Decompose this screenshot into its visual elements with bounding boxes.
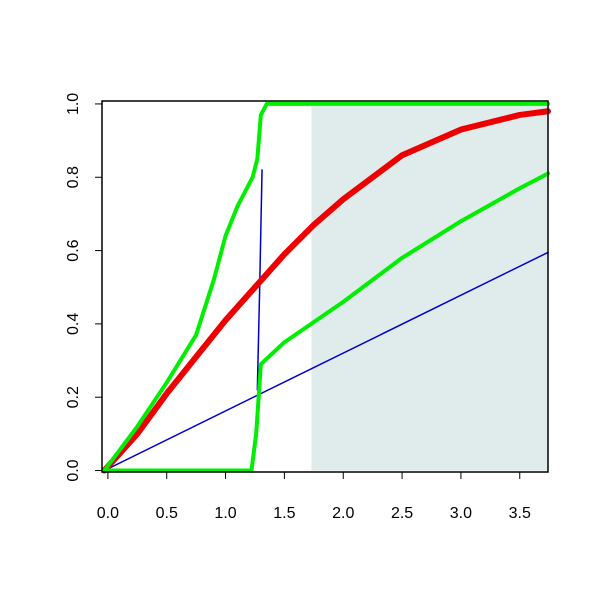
series-line: [101, 108, 551, 474]
x-tick-label: 3.0: [450, 505, 472, 522]
x-tick-label: 0.5: [156, 505, 178, 522]
series-line: [256, 169, 263, 391]
y-tick-label: 0.6: [65, 239, 82, 261]
y-tick-label: 1.0: [65, 93, 82, 115]
x-tick-label: 1.0: [214, 505, 236, 522]
series-line: [102, 101, 550, 473]
y-tick-label: 0.2: [65, 386, 82, 408]
y-tick-label: 0.4: [65, 313, 82, 335]
x-tick-label: 3.5: [509, 505, 531, 522]
shaded-region: [311, 103, 548, 471]
y-tick-label: 0.0: [65, 459, 82, 481]
x-tick-label: 1.5: [273, 505, 295, 522]
x-tick-label: 0.0: [97, 505, 119, 522]
y-tick-label: 0.8: [65, 166, 82, 188]
x-tick-label: 2.0: [332, 505, 354, 522]
series-line: [103, 251, 549, 472]
series-line: [102, 171, 550, 473]
plot-frame: [101, 100, 549, 473]
x-tick-label: 2.5: [391, 505, 413, 522]
